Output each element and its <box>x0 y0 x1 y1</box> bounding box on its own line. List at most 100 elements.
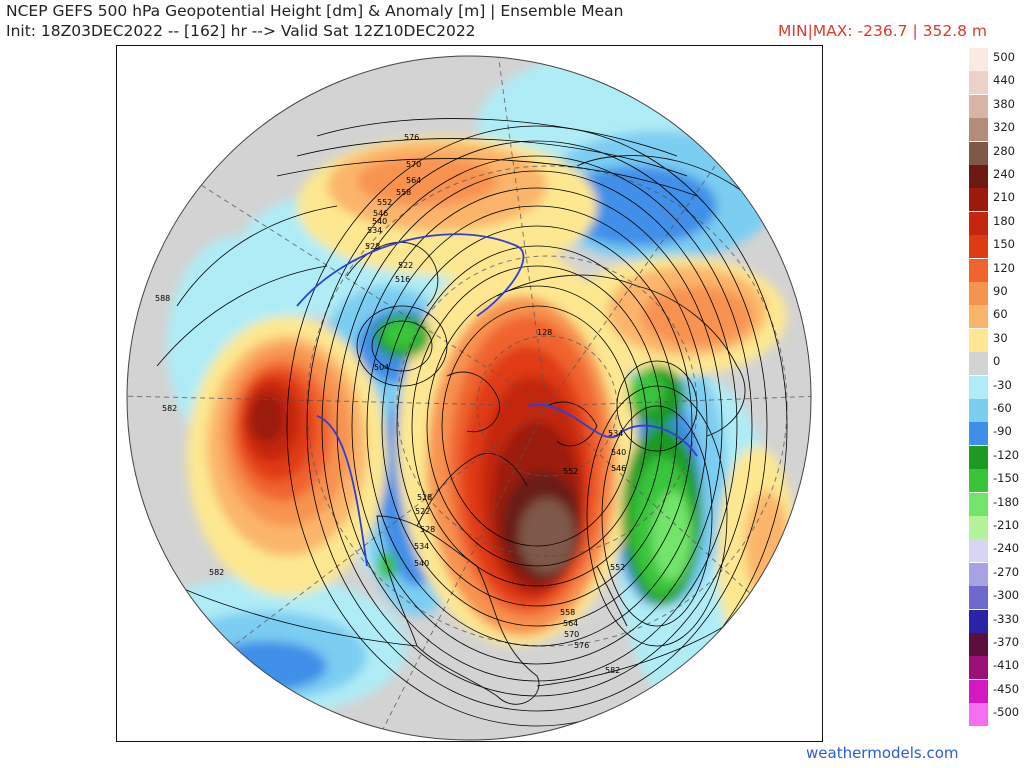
contour-label: 534 <box>608 429 623 438</box>
legend-swatch <box>969 703 988 727</box>
legend-swatch <box>969 445 988 469</box>
legend-swatch <box>969 656 988 680</box>
legend-swatch <box>969 679 988 703</box>
legend-label: 180 <box>993 213 1015 228</box>
contour-label: 564 <box>563 619 578 628</box>
legend-label: -450 <box>993 681 1020 696</box>
legend-label: 440 <box>993 73 1015 88</box>
legend-label: 120 <box>993 260 1015 275</box>
legend-entry: -180 <box>968 492 1020 516</box>
contour-label: 588 <box>155 294 170 303</box>
contour-label: 528 <box>420 525 435 534</box>
legend-swatch <box>969 188 988 212</box>
legend-entry: 180 <box>968 211 1020 235</box>
contour-label: 582 <box>162 404 177 413</box>
legend-swatch <box>969 492 988 516</box>
legend-swatch <box>969 328 988 352</box>
contour-label: 582 <box>209 568 224 577</box>
legend-label: 60 <box>993 307 1008 322</box>
contour-label: 546 <box>611 464 626 473</box>
legend-entry: -330 <box>968 609 1020 633</box>
legend-entry: 500 <box>968 48 1020 71</box>
legend-label: -90 <box>993 424 1012 439</box>
contour-label: 558 <box>560 608 575 617</box>
legend-swatch <box>969 539 988 563</box>
contour-label: 540 <box>611 448 626 457</box>
legend-swatch <box>969 422 988 446</box>
legend-label: 380 <box>993 96 1015 111</box>
legend-label: -300 <box>993 588 1020 603</box>
legend-label: 320 <box>993 120 1015 135</box>
legend-entry: 90 <box>968 282 1020 305</box>
legend-entry: -270 <box>968 562 1020 586</box>
legend-entry: -150 <box>968 469 1020 493</box>
legend-label: -370 <box>993 635 1020 649</box>
legend-label: 280 <box>993 143 1015 158</box>
highlight-contours <box>296 233 698 567</box>
legend-entry: 440 <box>968 71 1020 95</box>
legend-label: -240 <box>993 541 1020 556</box>
legend-swatch <box>969 118 988 142</box>
contour-label: 552 <box>610 563 625 572</box>
contour-label: 576 <box>574 641 589 650</box>
contour-label: 522 <box>398 261 413 270</box>
legend-swatch <box>969 375 988 399</box>
map-subtitle-init-valid: Init: 18Z03DEC2022 -- [162] hr --> Valid… <box>6 22 476 40</box>
legend-entry: 30 <box>968 328 1020 352</box>
contour-label: 528 <box>365 242 380 251</box>
legend-entry: -60 <box>968 399 1020 422</box>
legend-swatch <box>969 609 988 633</box>
legend-label: -60 <box>993 401 1012 415</box>
legend-label: 500 <box>993 50 1015 64</box>
legend-entry: -370 <box>968 633 1020 656</box>
contour-label: 128 <box>537 328 552 337</box>
projection-boundary <box>126 55 812 741</box>
legend-swatch <box>969 562 988 586</box>
legend-entry: 240 <box>968 165 1020 188</box>
legend-entry: -300 <box>968 586 1020 610</box>
legend-label: 90 <box>993 284 1008 298</box>
legend-swatch <box>969 211 988 235</box>
legend-entry: -210 <box>968 516 1020 539</box>
contour-label: 582 <box>605 666 620 675</box>
legend-entry: 60 <box>968 305 1020 329</box>
contour-label: 570 <box>564 630 579 639</box>
contour-label: 522 <box>415 507 430 516</box>
legend-entry: -120 <box>968 445 1020 469</box>
legend-label: 240 <box>993 167 1015 181</box>
contour-label: 516 <box>395 275 410 284</box>
legend-swatch <box>969 165 988 188</box>
legend-swatch <box>969 399 988 422</box>
legend-label: 30 <box>993 330 1008 345</box>
legend-label: -150 <box>993 471 1020 486</box>
legend-entry: 280 <box>968 141 1020 165</box>
legend-label: -210 <box>993 518 1020 532</box>
legend-label: 150 <box>993 237 1015 252</box>
legend-swatch <box>969 94 988 118</box>
contour-label: 528 <box>417 493 432 502</box>
legend-entry: 120 <box>968 258 1020 282</box>
contour-label: 558 <box>396 188 411 197</box>
legend-entry: 150 <box>968 235 1020 259</box>
legend-label: 210 <box>993 190 1015 205</box>
legend-entry: 380 <box>968 94 1020 118</box>
contour-label: 552 <box>377 198 392 207</box>
legend-entry: 0 <box>968 352 1020 376</box>
legend-swatch <box>969 71 988 95</box>
legend-entry: 320 <box>968 118 1020 142</box>
contour-label: 570 <box>406 160 421 169</box>
legend-swatch <box>969 48 988 71</box>
legend-swatch <box>969 141 988 165</box>
legend-entry: -90 <box>968 422 1020 446</box>
contour-label: 564 <box>406 176 421 185</box>
legend-label: -410 <box>993 658 1020 673</box>
legend-entry: 210 <box>968 188 1020 212</box>
legend-label: 0 <box>993 354 1001 369</box>
map-title: NCEP GEFS 500 hPa Geopotential Height [d… <box>6 2 624 20</box>
legend-swatch <box>969 633 988 656</box>
contour-label: 546 <box>373 209 388 218</box>
legend-entry: -410 <box>968 656 1020 680</box>
source-credit: weathermodels.com <box>806 744 959 762</box>
contour-label: 504 <box>374 363 389 372</box>
height-contours <box>136 118 788 727</box>
